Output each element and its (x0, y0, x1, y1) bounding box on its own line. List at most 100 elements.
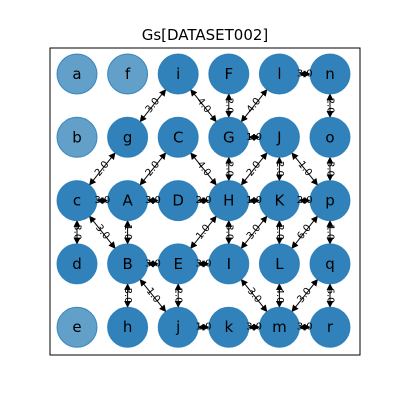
edge-label-F-G: 2.0 (223, 98, 234, 114)
node-K: K (258, 180, 300, 222)
node-B: B (107, 243, 149, 285)
node-label-g: g (123, 128, 133, 146)
node-label-I: I (227, 255, 231, 273)
edge-label-K-p: 2.0 (297, 195, 313, 206)
node-circle-i (157, 53, 199, 95)
node-F: F (208, 53, 250, 95)
node-label-r: r (327, 318, 334, 336)
edge-label-E-I: 3.0 (196, 258, 212, 269)
edge-label-n-o: 2.0 (325, 98, 336, 114)
node-label-e: e (72, 318, 81, 336)
edge-g-i (139, 89, 167, 123)
edge-label-C-A: 2.0 (144, 159, 163, 178)
node-circle-o (309, 116, 351, 158)
edge-label-E-j: 2.0 (173, 288, 184, 304)
node-d: d (56, 243, 98, 285)
edge-label-H-K: 1.0 (246, 195, 262, 206)
edge-label-C-H: 4.0 (194, 159, 213, 178)
node-label-G: G (223, 128, 235, 146)
edge-J-H (240, 152, 268, 186)
node-k: k (208, 306, 250, 348)
edge-I-m (240, 278, 268, 313)
node-circle-g (107, 116, 149, 158)
edge-label-B-h: 3.0 (122, 288, 133, 304)
node-circle-G (208, 116, 250, 158)
node-circle-n (309, 53, 351, 95)
node-label-C: C (173, 128, 183, 146)
node-label-b: b (72, 128, 82, 146)
edge-B-j (139, 278, 167, 313)
node-circle-q (309, 243, 351, 285)
edge-G-l (240, 89, 268, 123)
node-label-c: c (73, 192, 81, 210)
node-label-K: K (274, 192, 285, 210)
node-label-A: A (122, 192, 133, 210)
node-circle-A (107, 180, 149, 222)
node-circle-f (107, 53, 149, 95)
node-e: e (56, 306, 98, 348)
node-label-H: H (223, 192, 234, 210)
edge-label-i-G: 4.0 (194, 96, 213, 115)
edge-label-k-m: 3.0 (246, 322, 262, 333)
node-circle-l (258, 53, 300, 95)
node-label-J: J (276, 128, 281, 146)
node-p: p (309, 180, 351, 222)
edge-label-o-p: 3.0 (325, 161, 336, 177)
edge-q-m (291, 278, 318, 313)
edges-layer (73, 70, 334, 331)
node-q: q (309, 243, 351, 285)
node-l: l (258, 53, 300, 95)
node-h: h (107, 306, 149, 348)
node-label-p: p (325, 192, 335, 210)
node-circle-r (309, 306, 351, 348)
node-label-f: f (125, 65, 131, 83)
node-label-d: d (72, 255, 82, 273)
node-J: J (258, 116, 300, 158)
node-j: j (157, 306, 199, 348)
edge-label-c-B: 3.0 (93, 223, 112, 242)
node-circle-D (157, 180, 199, 222)
edge-K-I (240, 215, 268, 249)
node-label-B: B (122, 255, 132, 273)
node-circle-J (258, 116, 300, 158)
edge-label-I-m: 3.0 (245, 286, 264, 305)
node-E: E (157, 243, 199, 285)
node-m: m (258, 306, 300, 348)
edge-label-G-J: 1.0 (246, 132, 262, 143)
node-A: A (107, 180, 149, 222)
node-r: r (309, 306, 351, 348)
node-circle-d (56, 243, 98, 285)
node-circle-I (208, 243, 250, 285)
edge-label-l-n: 3.0 (297, 69, 313, 80)
edge-label-g-c: 2.0 (93, 159, 112, 178)
node-G: G (208, 116, 250, 158)
node-circle-a (56, 53, 98, 95)
node-label-E: E (173, 255, 182, 273)
node-circle-H (208, 180, 250, 222)
node-circle-h (107, 306, 149, 348)
node-circle-j (157, 306, 199, 348)
edge-label-L-m: 4.0 (274, 288, 285, 304)
edge-label-G-l: 4.0 (245, 96, 264, 115)
node-circle-m (258, 306, 300, 348)
graph-title: Gs[DATASET002] (142, 26, 269, 44)
node-circle-B (107, 243, 149, 285)
edge-label-D-H: 2.0 (196, 195, 212, 206)
node-label-k: k (224, 318, 233, 336)
node-n: n (309, 53, 351, 95)
node-label-o: o (325, 128, 334, 146)
node-label-L: L (275, 255, 284, 273)
edge-label-J-H: 2.0 (245, 159, 264, 178)
plot-frame (49, 47, 361, 356)
edge-label-B-j: 1.0 (144, 286, 163, 305)
node-i: i (157, 53, 199, 95)
node-b: b (56, 116, 98, 158)
node-label-n: n (325, 65, 335, 83)
node-label-m: m (272, 318, 287, 336)
edge-label-J-p: 1.0 (295, 159, 314, 178)
node-label-D: D (172, 192, 184, 210)
edge-label-c-A: 3.0 (94, 195, 110, 206)
edge-C-H (190, 152, 217, 186)
